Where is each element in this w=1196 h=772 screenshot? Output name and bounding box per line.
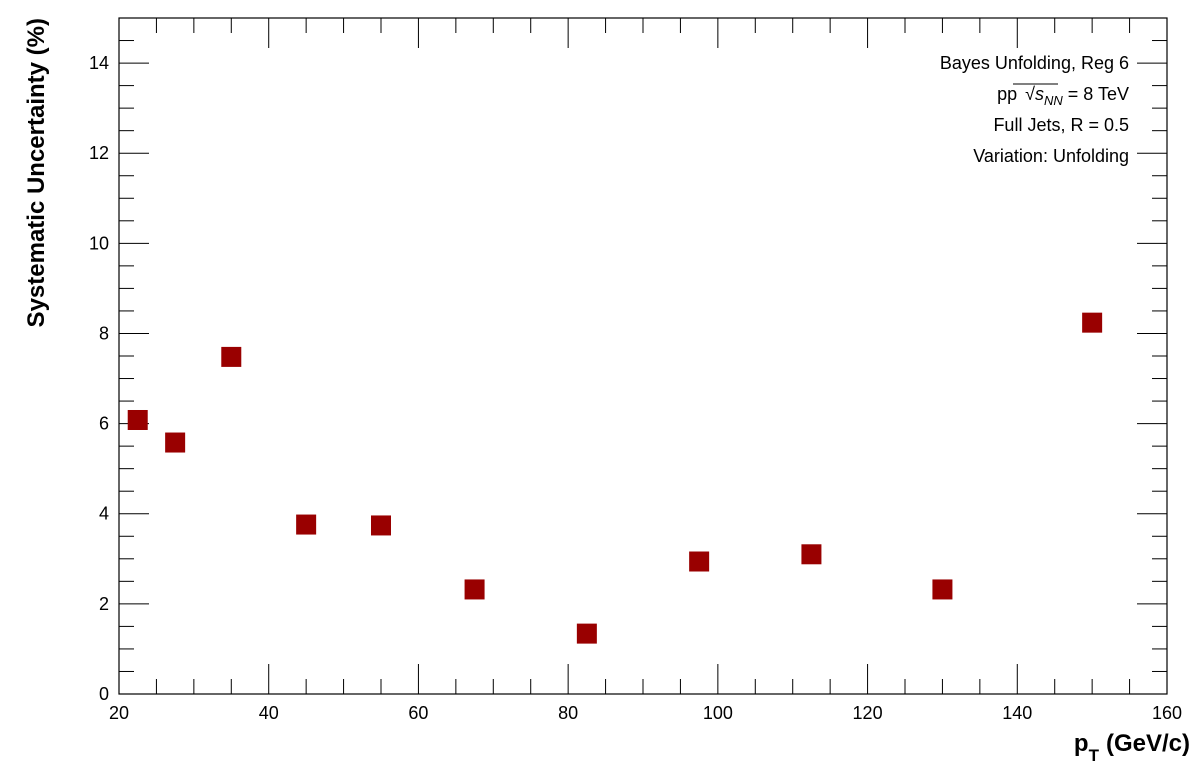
- y-tick-label: 14: [89, 53, 109, 73]
- legend-line-3: Full Jets, R = 0.5: [993, 115, 1129, 135]
- y-tick-label: 2: [99, 594, 109, 614]
- data-point: [576, 623, 597, 644]
- x-axis-title-main: p: [1074, 730, 1089, 757]
- x-axis-title: pT (GeV/c): [1074, 730, 1190, 765]
- legend-line-1: Bayes Unfolding, Reg 6: [940, 53, 1129, 73]
- x-tick-label: 20: [109, 703, 129, 723]
- axis-ticks: [118, 17, 1168, 695]
- data-point: [689, 551, 710, 572]
- data-point: [127, 409, 148, 430]
- x-tick-label: 80: [558, 703, 578, 723]
- x-tick-label: 160: [1152, 703, 1182, 723]
- legend-line-2: pp √sNN = 8 TeV: [997, 84, 1129, 108]
- y-tick-label: 4: [99, 504, 109, 524]
- data-point: [371, 515, 391, 536]
- y-tick-label: 12: [89, 143, 109, 163]
- legend-s: s: [1035, 84, 1044, 104]
- x-tick-label: 140: [1002, 703, 1032, 723]
- x-tick-label: 40: [259, 703, 279, 723]
- y-tick-label: 0: [99, 684, 109, 704]
- data-point: [464, 579, 485, 600]
- legend-energy: = 8 TeV: [1068, 84, 1129, 104]
- data-point: [1082, 312, 1103, 333]
- y-tick-label: 6: [99, 414, 109, 434]
- legend-line-4: Variation: Unfolding: [973, 146, 1129, 166]
- legend-pp: pp: [997, 84, 1017, 104]
- data-point: [932, 579, 953, 600]
- tick-labels: 20 40 60 80 100 120 140 160 0 2 4 6 8 10 12 14: [89, 53, 1182, 723]
- x-axis-title-unit: (GeV/c): [1106, 730, 1190, 757]
- x-tick-label: 100: [703, 703, 733, 723]
- y-tick-label: 8: [99, 323, 109, 343]
- data-point: [221, 346, 242, 367]
- x-axis-title-sub: T: [1089, 746, 1100, 765]
- x-tick-label: 120: [853, 703, 883, 723]
- data-point: [296, 514, 317, 535]
- legend: Bayes Unfolding, Reg 6 pp √sNN = 8 TeV Ful…: [940, 53, 1129, 166]
- data-point: [165, 432, 186, 453]
- legend-nn: NN: [1044, 93, 1063, 108]
- x-tick-label: 60: [408, 703, 428, 723]
- sqrt-radical: √: [1025, 84, 1035, 104]
- data-points: [127, 312, 1103, 644]
- data-point: [801, 544, 822, 565]
- y-axis-title: Systematic Uncertainty (%): [23, 18, 50, 327]
- y-tick-label: 10: [89, 233, 109, 253]
